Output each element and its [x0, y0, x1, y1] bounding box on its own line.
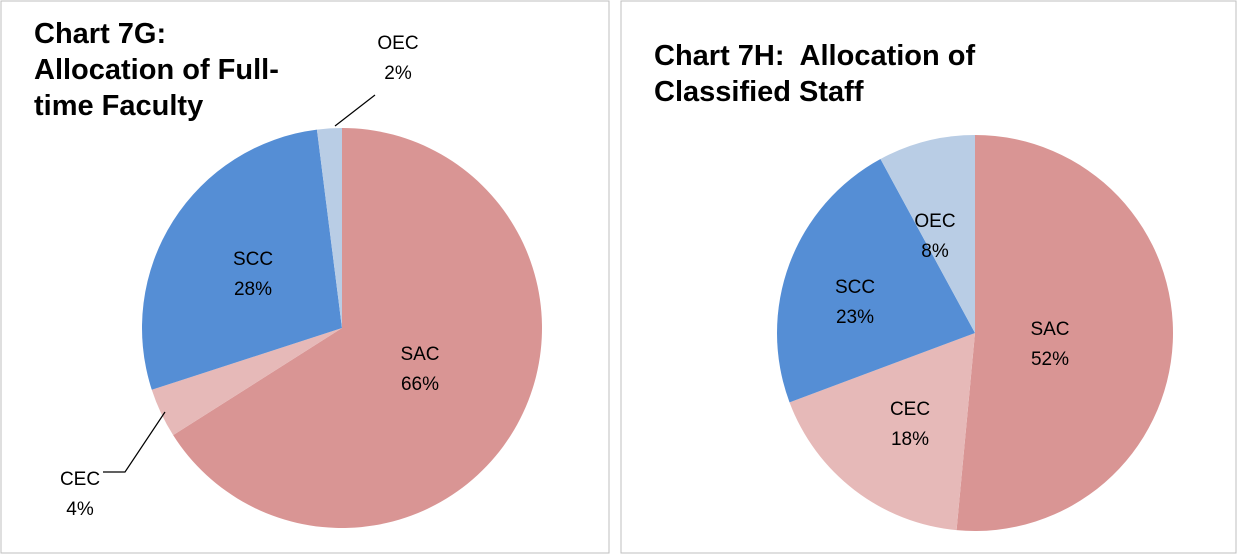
slice-category-label: SCC	[233, 249, 273, 270]
panel-border	[620, 0, 1237, 554]
pie-slice	[956, 135, 1174, 532]
pie-slice	[141, 129, 342, 390]
chart-title: Chart 7H: Allocation of Classified Staff	[654, 40, 984, 108]
slice-category-label: OEC	[914, 211, 955, 232]
slice-value-label: 4%	[66, 499, 94, 520]
pie-slice	[173, 128, 543, 528]
leader-line	[103, 411, 166, 473]
chart-title: Chart 7G: Allocation of Full-time Facult…	[34, 18, 279, 122]
slice-value-label: 23%	[836, 307, 874, 328]
pie-slice	[776, 159, 975, 403]
slice-value-label: 18%	[891, 429, 929, 450]
pie-slice	[880, 135, 975, 333]
leader-line	[334, 94, 376, 127]
slice-category-label: CEC	[60, 469, 100, 490]
slice-category-label: CEC	[890, 399, 930, 420]
slice-category-label: OEC	[377, 33, 418, 54]
slice-value-label: 8%	[921, 241, 949, 262]
slice-category-label: SAC	[400, 344, 439, 365]
slice-category-label: SCC	[835, 277, 875, 298]
panel-border	[0, 0, 610, 554]
slice-value-label: 66%	[401, 374, 439, 395]
slice-value-label: 28%	[234, 279, 272, 300]
slice-category-label: SAC	[1030, 319, 1069, 340]
pie-slice	[789, 333, 975, 531]
slice-value-label: 52%	[1031, 349, 1069, 370]
slice-value-label: 2%	[384, 63, 412, 84]
pie-slice	[316, 128, 342, 328]
pie-slice	[151, 328, 342, 436]
